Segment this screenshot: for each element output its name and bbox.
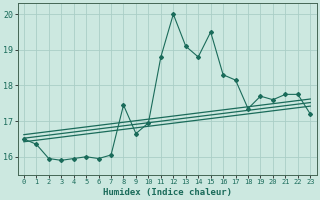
- X-axis label: Humidex (Indice chaleur): Humidex (Indice chaleur): [103, 188, 232, 197]
